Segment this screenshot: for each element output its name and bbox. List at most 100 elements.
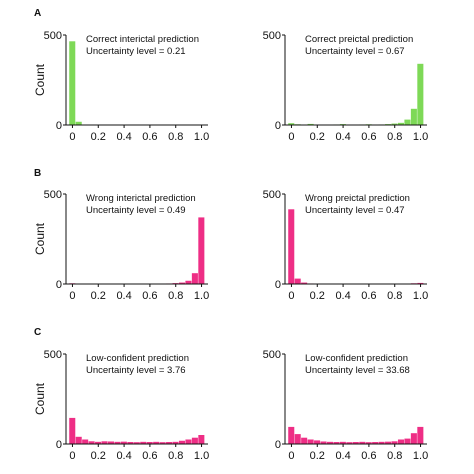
y-tick-label: 500 [44,189,62,201]
histogram-bar [385,441,392,444]
x-tick-label: 0 [69,450,75,462]
y-axis-label: Count [33,382,47,415]
uncertainty-annotation: Uncertainty level = 0.67 [305,46,405,57]
x-tick-label: 1.0 [194,290,209,302]
x-tick-label: 0.6 [142,290,157,302]
histogram-bar [314,440,321,444]
x-tick-label: 0.2 [310,290,325,302]
x-tick-label: 0.2 [91,131,106,143]
panel-letter-a: A [34,8,41,19]
panel-letter-c: C [34,327,41,338]
histogram-bar [178,440,185,444]
uncertainty-annotation: Low-confident prediction [305,353,408,364]
histogram-panel-b-left: 0 500 0 0.2 0.4 0.6 0.8 1.0 Count Wrong intericta… [33,189,209,302]
histogram-bar [178,282,185,284]
histogram-bar [294,434,301,444]
histogram-panel-c-right: 0 500 0 0.2 0.4 0.6 0.8 1.0 Low-confident predic… [263,349,429,462]
histogram-bar [75,121,82,125]
histogram-bar [198,435,205,444]
y-tick-label: 500 [263,349,281,361]
x-tick-label: 0 [288,290,294,302]
x-tick-label: 0.8 [387,290,402,302]
x-tick-label: 0.2 [310,450,325,462]
histogram-bar [410,433,417,444]
y-tick-label: 0 [275,120,281,132]
x-tick-label: 1.0 [194,450,209,462]
y-axis-label: Count [33,63,47,96]
histogram-bar [185,439,192,444]
y-tick-label: 0 [275,439,281,451]
histogram-bar [172,441,179,444]
histogram-bar [75,436,82,444]
histogram-bar [307,439,314,444]
x-tick-label: 0.2 [310,131,325,143]
histogram-bar [69,41,76,125]
histogram-panel-c-left: 0 500 0 0.2 0.4 0.6 0.8 1.0 Count Low-confident p… [33,349,209,462]
x-tick-label: 0.2 [91,290,106,302]
histogram-bar [159,442,166,444]
y-axis-label: Count [33,222,47,255]
x-tick-label: 0.4 [335,290,350,302]
uncertainty-annotation: Low-confident prediction [86,353,189,364]
histogram-bar [417,282,424,284]
histogram-bar [301,282,308,284]
x-tick-label: 0.8 [168,290,183,302]
uncertainty-annotation: Correct interictal prediction [86,34,199,45]
uncertainty-annotation: Uncertainty level = 0.21 [86,46,186,57]
uncertainty-annotation: Uncertainty level = 3.76 [86,365,186,376]
histogram-panel-b-right: 0 500 0 0.2 0.4 0.6 0.8 1.0 Wrong preictal predi… [263,189,429,302]
x-tick-label: 0 [69,131,75,143]
histogram-bar [133,442,140,444]
x-tick-label: 0.4 [335,131,350,143]
histogram-bar [404,438,411,444]
uncertainty-annotation: Uncertainty level = 33.68 [305,365,410,376]
x-tick-label: 0.4 [116,290,131,302]
x-tick-label: 0.6 [361,131,376,143]
histogram-bar [95,441,102,444]
histogram-bar [294,278,301,284]
x-tick-label: 0.4 [116,450,131,462]
x-tick-label: 0 [69,290,75,302]
histogram-bar [301,437,308,444]
x-tick-label: 1.0 [413,450,428,462]
y-tick-label: 500 [263,30,281,42]
histogram-bar [333,442,340,444]
uncertainty-annotation: Wrong preictal prediction [305,193,410,204]
histogram-bar [417,426,424,444]
histogram-bar [404,119,411,125]
histogram-bar [191,273,198,284]
x-tick-label: 0.6 [142,131,157,143]
histogram-bar [397,122,404,125]
histogram-bar [397,439,404,444]
histogram-bar [146,442,153,444]
y-tick-label: 0 [275,279,281,291]
histogram-bar [417,63,424,125]
histogram-bar [359,441,366,444]
y-tick-label: 500 [263,189,281,201]
histogram-bar [288,209,295,284]
x-tick-label: 0.8 [387,131,402,143]
histogram-bar [127,442,134,444]
histogram-bar [191,437,198,444]
y-tick-label: 500 [44,349,62,361]
x-tick-label: 0.4 [335,450,350,462]
x-tick-label: 1.0 [194,131,209,143]
histogram-bar [107,441,114,444]
histogram-bar [326,441,333,444]
chart-grid: 0 500 0 0.2 0.4 0.6 0.8 1.0 Count Correct interic… [33,30,428,462]
histogram-bar [140,441,147,444]
uncertainty-annotation: Uncertainty level = 0.47 [305,205,405,216]
uncertainty-annotation: Wrong interictal prediction [86,193,196,204]
histogram-bar [120,441,127,444]
histogram-bar [391,123,398,125]
histogram-bar [88,441,95,444]
panel-letter-b: B [34,168,41,179]
histogram-bar [372,442,379,444]
x-tick-label: 0.6 [361,450,376,462]
histogram-bar [365,442,372,444]
histogram-bar [410,108,417,125]
y-tick-label: 500 [44,30,62,42]
x-tick-label: 0.8 [387,450,402,462]
histogram-bar [69,417,76,444]
